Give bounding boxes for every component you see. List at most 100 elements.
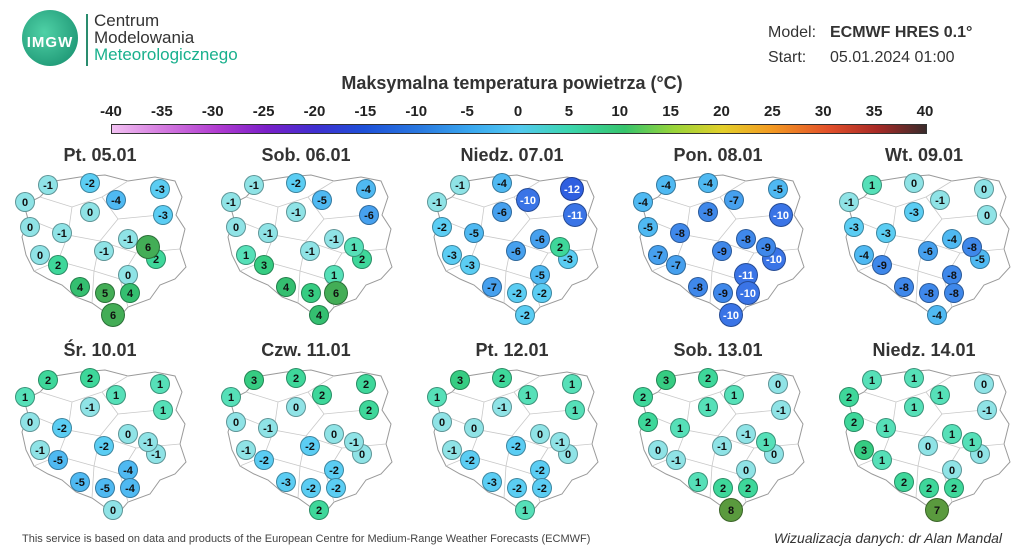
page-title: Maksymalna temperatura powietrza (°C) — [341, 73, 683, 93]
station-temperature: -1 — [712, 436, 732, 456]
station-temperature: 0 — [736, 460, 756, 480]
station-temperature: 0 — [464, 418, 484, 438]
colorbar-tick-label: -10 — [405, 103, 428, 120]
station-temperature: 2 — [309, 500, 329, 520]
region-border — [479, 206, 531, 242]
station-temperature: -2 — [286, 173, 306, 193]
logo-text: IMGW — [26, 34, 74, 51]
station-temperature: 8 — [719, 498, 743, 522]
colorbar-tick-label: 15 — [662, 103, 679, 120]
station-temperature: -1 — [450, 175, 470, 195]
station-temperature: 4 — [309, 305, 329, 325]
station-temperature: -2 — [432, 217, 452, 237]
station-temperature: 0 — [118, 424, 138, 444]
model-label: Model: — [768, 24, 817, 41]
station-temperature: -1 — [300, 241, 320, 261]
station-temperature: 6 — [136, 235, 160, 259]
forecast-day-panel: Sob. 06.01 -1 -2 -4 -1 -5 -6 0 -1 -1 -1 1 -1 1 2 3 4 3 6 4 1 — [211, 145, 401, 330]
station-temperature: 1 — [862, 370, 882, 390]
station-temperature: 1 — [565, 400, 585, 420]
region-border — [273, 401, 325, 437]
station-temperature: -7 — [482, 277, 502, 297]
station-temperature: 2 — [844, 412, 864, 432]
forecast-day-panel: Sob. 13.01 3 2 0 2 1 -1 2 1 1 -1 0 -1 0 0 -1 1 2 2 8 1 — [623, 340, 813, 525]
station-temperature: 1 — [670, 418, 690, 438]
station-temperature: 3 — [301, 283, 321, 303]
station-temperature: 1 — [962, 432, 982, 452]
station-temperature: 0 — [530, 424, 550, 444]
region-border — [709, 270, 713, 304]
station-temperature: -1 — [666, 450, 686, 470]
station-temperature: -1 — [258, 418, 278, 438]
region-border — [297, 465, 301, 499]
colorbar-tick-label: -5 — [460, 103, 474, 120]
station-temperature: 0 — [918, 436, 938, 456]
station-temperature: 1 — [562, 374, 582, 394]
station-temperature: 2 — [80, 368, 100, 388]
region-border — [91, 270, 95, 304]
station-temperature: 1 — [904, 397, 924, 417]
panel-date: Wt. 09.01 — [884, 145, 964, 165]
station-temperature: -4 — [492, 173, 512, 193]
station-temperature: 0 — [103, 500, 123, 520]
colorbar-tick-label: 30 — [814, 103, 832, 120]
station-temperature: -7 — [666, 255, 686, 275]
org-line-1: Centrum — [94, 11, 160, 30]
station-temperature: -1 — [236, 440, 256, 460]
station-temperature: 2 — [492, 368, 512, 388]
station-temperature: -8 — [942, 265, 962, 285]
station-temperature: 2 — [286, 368, 306, 388]
colorbar-tick-label: 10 — [611, 103, 629, 120]
station-temperature: -6 — [492, 202, 512, 222]
station-temperature: 3 — [244, 370, 264, 390]
station-temperature: -5 — [312, 190, 332, 210]
station-temperature: 0 — [20, 412, 40, 432]
station-temperature: -1 — [977, 400, 997, 420]
panel-date: Niedz. 07.01 — [460, 145, 564, 165]
station-temperature: 0 — [118, 265, 138, 285]
station-temperature: -4 — [633, 192, 653, 212]
region-border — [91, 465, 95, 499]
station-temperature: 3 — [450, 370, 470, 390]
station-temperature: 2 — [738, 478, 758, 498]
station-temperature: 1 — [688, 472, 708, 492]
station-temperature: -1 — [30, 440, 50, 460]
station-temperature: -8 — [670, 223, 690, 243]
station-temperature: 2 — [550, 237, 570, 257]
station-temperature: -6 — [359, 205, 379, 225]
station-temperature: -8 — [962, 237, 982, 257]
station-temperature: 3 — [254, 255, 274, 275]
colorbar-ticks: -40 -35 -30 -25 -20 -15 -10 -5 0 5 10 15 20 25 30 35 40 — [0, 103, 1024, 121]
station-temperature: 1 — [724, 385, 744, 405]
region-border — [709, 465, 713, 499]
station-temperature: -5 — [638, 217, 658, 237]
region-border — [503, 465, 507, 499]
station-temperature: 0 — [904, 173, 924, 193]
station-temperature: 0 — [324, 424, 344, 444]
station-temperature: -2 — [324, 460, 344, 480]
panel-date: Sob. 06.01 — [261, 145, 351, 165]
station-temperature: 0 — [648, 440, 668, 460]
station-temperature: 4 — [120, 283, 140, 303]
station-temperature: 2 — [944, 478, 964, 498]
station-temperature: -9 — [713, 283, 733, 303]
forecast-day-panel: Niedz. 07.01 -1 -4 -12 -1 -10 -11 -2 -6 -5 -6 -3 -6-… — [417, 145, 607, 330]
station-temperature: 1 — [930, 385, 950, 405]
station-temperature: 1 — [518, 385, 538, 405]
station-temperature: -12 — [560, 177, 584, 201]
station-temperature: -4 — [854, 245, 874, 265]
station-temperature: 1 — [236, 245, 256, 265]
station-temperature: 3 — [854, 440, 874, 460]
station-temperature: -1 — [344, 432, 364, 452]
station-temperature: -6 — [506, 241, 526, 261]
station-temperature: -4 — [656, 175, 676, 195]
panel-date: Niedz. 14.01 — [872, 340, 976, 360]
colorbar-tick-label: -15 — [354, 103, 377, 120]
start-label: Start: — [768, 49, 807, 66]
station-temperature: -1 — [771, 400, 791, 420]
forecast-day-panel: Pt. 05.01 -1 -2 -3 0 -4 -3 0 0 -1 -1 0 -1 0 2 2 4 5 4 6 6 — [5, 145, 195, 330]
logo-divider — [86, 14, 88, 66]
station-temperature: 0 — [286, 397, 306, 417]
station-temperature: -2 — [515, 305, 535, 325]
station-temperature: -7 — [724, 190, 744, 210]
